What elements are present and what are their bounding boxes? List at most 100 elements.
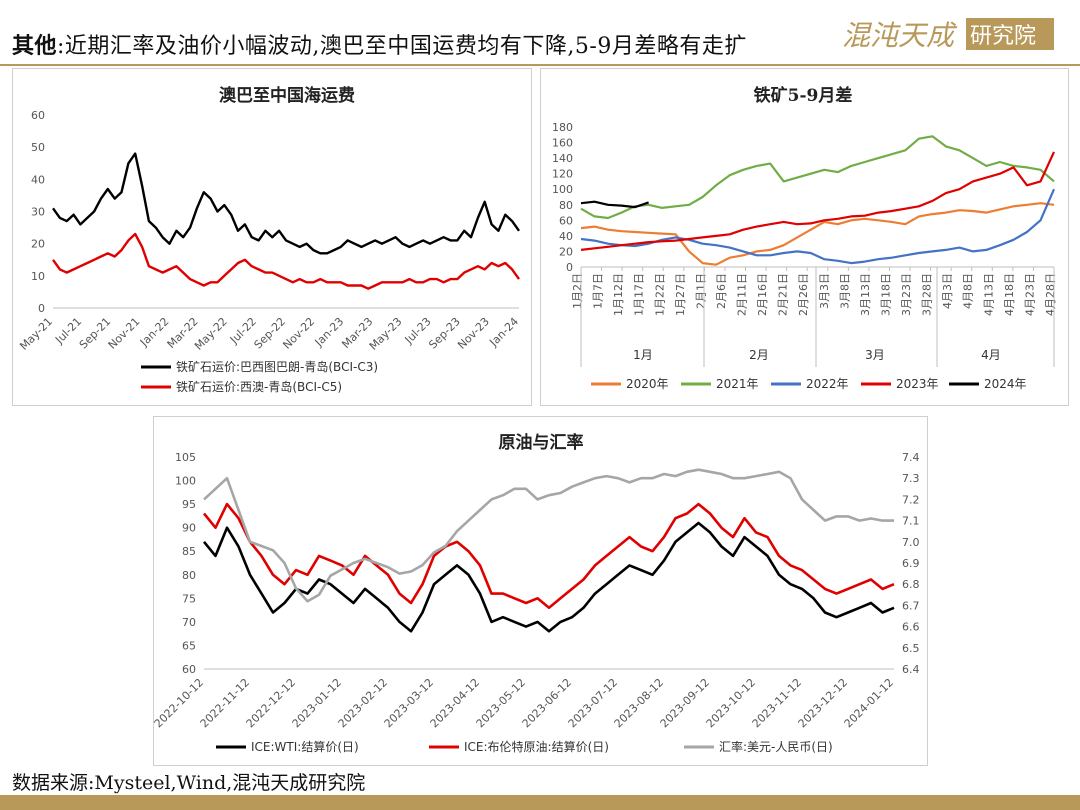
series-line-2 — [203, 468, 894, 603]
x-tick-label: 1月2日 — [571, 273, 584, 309]
legend-label: 2021年 — [716, 377, 759, 391]
y-tick-label: 100 — [552, 183, 573, 196]
legend-label: ICE:WTI:结算价(日) — [251, 739, 359, 754]
chart-spread: 铁矿5-9月差 0 20 40 60 80 100 120 140 160 180 1月2日 1月7日 1… — [552, 85, 1057, 391]
logo-text-left: 混沌天成 — [842, 19, 958, 52]
x-tick-label: May-23 — [367, 315, 405, 353]
month-label: 2月 — [749, 348, 769, 362]
y-tick-label: 60 — [559, 214, 573, 227]
y-tick-label: 160 — [552, 137, 573, 150]
legend-label: 2022年 — [806, 377, 849, 391]
x-tick-label: Nov-23 — [455, 315, 492, 352]
x-tick-label: 3月18日 — [879, 273, 892, 316]
legend-label: 2023年 — [896, 377, 939, 391]
x-tick-label: Nov-22 — [280, 315, 317, 352]
y-tick-label: 105 — [175, 451, 196, 464]
series-line-1 — [202, 502, 895, 610]
series-line-0 — [580, 202, 1055, 266]
y2-tick-label: 7.3 — [902, 472, 920, 485]
logo-text-right: 研究院 — [970, 24, 1036, 49]
y2-tick-label: 7.4 — [902, 451, 920, 464]
x-tick-label: 3月8日 — [838, 273, 851, 309]
x-tick-label: 4月28日 — [1044, 273, 1057, 316]
y-tick-label: 10 — [31, 270, 45, 283]
month-label: 1月 — [633, 348, 653, 362]
x-tick-label: 2月6日 — [715, 273, 728, 309]
y2-tick-label: 6.5 — [902, 642, 920, 655]
x-tick-label: 4月18日 — [1003, 273, 1016, 316]
y-tick-label: 90 — [182, 522, 196, 535]
y2-tick-label: 7.0 — [902, 536, 920, 549]
y2-tick-label: 6.9 — [902, 557, 920, 570]
y-tick-label: 50 — [31, 141, 45, 154]
y-tick-label: 80 — [559, 199, 573, 212]
x-tick-label: 4月23日 — [1023, 273, 1036, 316]
y-tick-label: 95 — [182, 498, 196, 511]
data-source-note: 数据来源:Mysteel,Wind,混沌天成研究院 — [12, 772, 366, 794]
x-tick-label: 2024-01-12 — [842, 676, 896, 730]
legend-label: 2024年 — [984, 377, 1027, 391]
y-tick-label: 70 — [182, 616, 196, 629]
y-tick-label: 40 — [559, 230, 573, 243]
x-tick-label: 1月17日 — [633, 273, 646, 316]
y-tick-label: 65 — [182, 639, 196, 652]
y-tick-label: 20 — [31, 238, 45, 251]
x-tick-label: 3月3日 — [818, 273, 831, 309]
chart-panel-oil-fx: 原油与汇率 60 65 70 75 80 85 90 95 100 105 6.4 6.5 6.6 6.7 6… — [153, 416, 928, 766]
y2-tick-label: 6.8 — [902, 578, 920, 591]
header-rule — [0, 64, 1080, 66]
chart-freight: 澳巴至中国海运费0102030405060May-21Jul-21Sep-21N… — [17, 85, 521, 394]
y-tick-label: 0 — [566, 261, 573, 274]
x-tick-label: 3月13日 — [859, 273, 872, 316]
series-line-0 — [52, 152, 520, 255]
legend-label: 汇率:美元-人民币(日) — [719, 739, 833, 754]
y2-tick-label: 6.7 — [902, 599, 920, 612]
series-line-1 — [52, 232, 520, 290]
chart-title: 澳巴至中国海运费 — [219, 85, 355, 106]
y-tick-label: 180 — [552, 121, 573, 134]
x-tick-label: May-22 — [192, 315, 230, 353]
x-tick-label: 2月26日 — [797, 273, 810, 316]
x-tick-label: 1月12日 — [612, 273, 625, 316]
y-tick-label: 75 — [182, 592, 196, 605]
x-tick-label: May-21 — [17, 315, 55, 353]
legend-label: ICE:布伦特原油:结算价(日) — [464, 739, 609, 754]
x-tick-label: 2月11日 — [736, 273, 749, 316]
x-tick-label: 4月8日 — [962, 273, 975, 309]
y-tick-label: 85 — [182, 545, 196, 558]
chart-panel-freight: 澳巴至中国海运费 0 10 20 30 40 50 60 May-21 Jul-21 Sep-21 N… — [12, 68, 532, 406]
series-line-1 — [580, 135, 1055, 220]
y-tick-label: 40 — [31, 173, 45, 186]
y2-tick-label: 7.1 — [902, 515, 920, 528]
y-tick-label: 60 — [31, 109, 45, 122]
chart-oil-fx: 原油与汇率 60 65 70 75 80 85 90 95 100 105 6.4 6.5 6.6 6.7 6… — [154, 432, 920, 754]
y-tick-label: 20 — [559, 245, 573, 258]
x-tick-label: 4月13日 — [982, 273, 995, 316]
y-tick-label: 60 — [182, 663, 196, 676]
legend-label: 铁矿石运价:巴西图巴朗-青岛(BCI-C3) — [176, 359, 378, 374]
chart-title: 原油与汇率 — [499, 432, 584, 453]
x-tick-label: 3月28日 — [921, 273, 934, 316]
y2-tick-label: 7.2 — [902, 493, 920, 506]
brand-logo: 混沌天成 研究院 — [838, 14, 1058, 54]
y-tick-label: 140 — [552, 152, 573, 165]
x-tick-label: 2月1日 — [694, 273, 707, 309]
chart-title: 铁矿5-9月差 — [754, 85, 853, 106]
y-tick-label: 80 — [182, 569, 196, 582]
x-tick-label: 1月27日 — [674, 273, 687, 316]
y-tick-label: 0 — [38, 302, 45, 315]
y-tick-label: 120 — [552, 168, 573, 181]
legend-label: 2020年 — [626, 377, 669, 391]
page-title-label: 其他 — [12, 33, 58, 59]
series-line-4 — [580, 200, 649, 209]
logo-box — [966, 18, 1054, 50]
series-line-0 — [202, 521, 895, 633]
chart-panel-spread: 铁矿5-9月差 0 20 40 60 80 100 120 140 160 180 1月2日 1月7日 1… — [540, 68, 1069, 406]
x-tick-label: 2月21日 — [777, 273, 790, 316]
x-tick-label: 3月23日 — [900, 273, 913, 316]
legend-label: 铁矿石运价:西澳-青岛(BCI-C5) — [176, 379, 342, 394]
x-tick-label: 1月22日 — [653, 273, 666, 316]
page-title-text: :近期汇率及油价小幅波动,澳巴至中国运费均有下降,5-9月差略有走扩 — [57, 34, 747, 59]
page-title: 其他:近期汇率及油价小幅波动,澳巴至中国运费均有下降,5-9月差略有走扩 — [12, 28, 747, 60]
y2-tick-label: 6.4 — [902, 663, 920, 676]
